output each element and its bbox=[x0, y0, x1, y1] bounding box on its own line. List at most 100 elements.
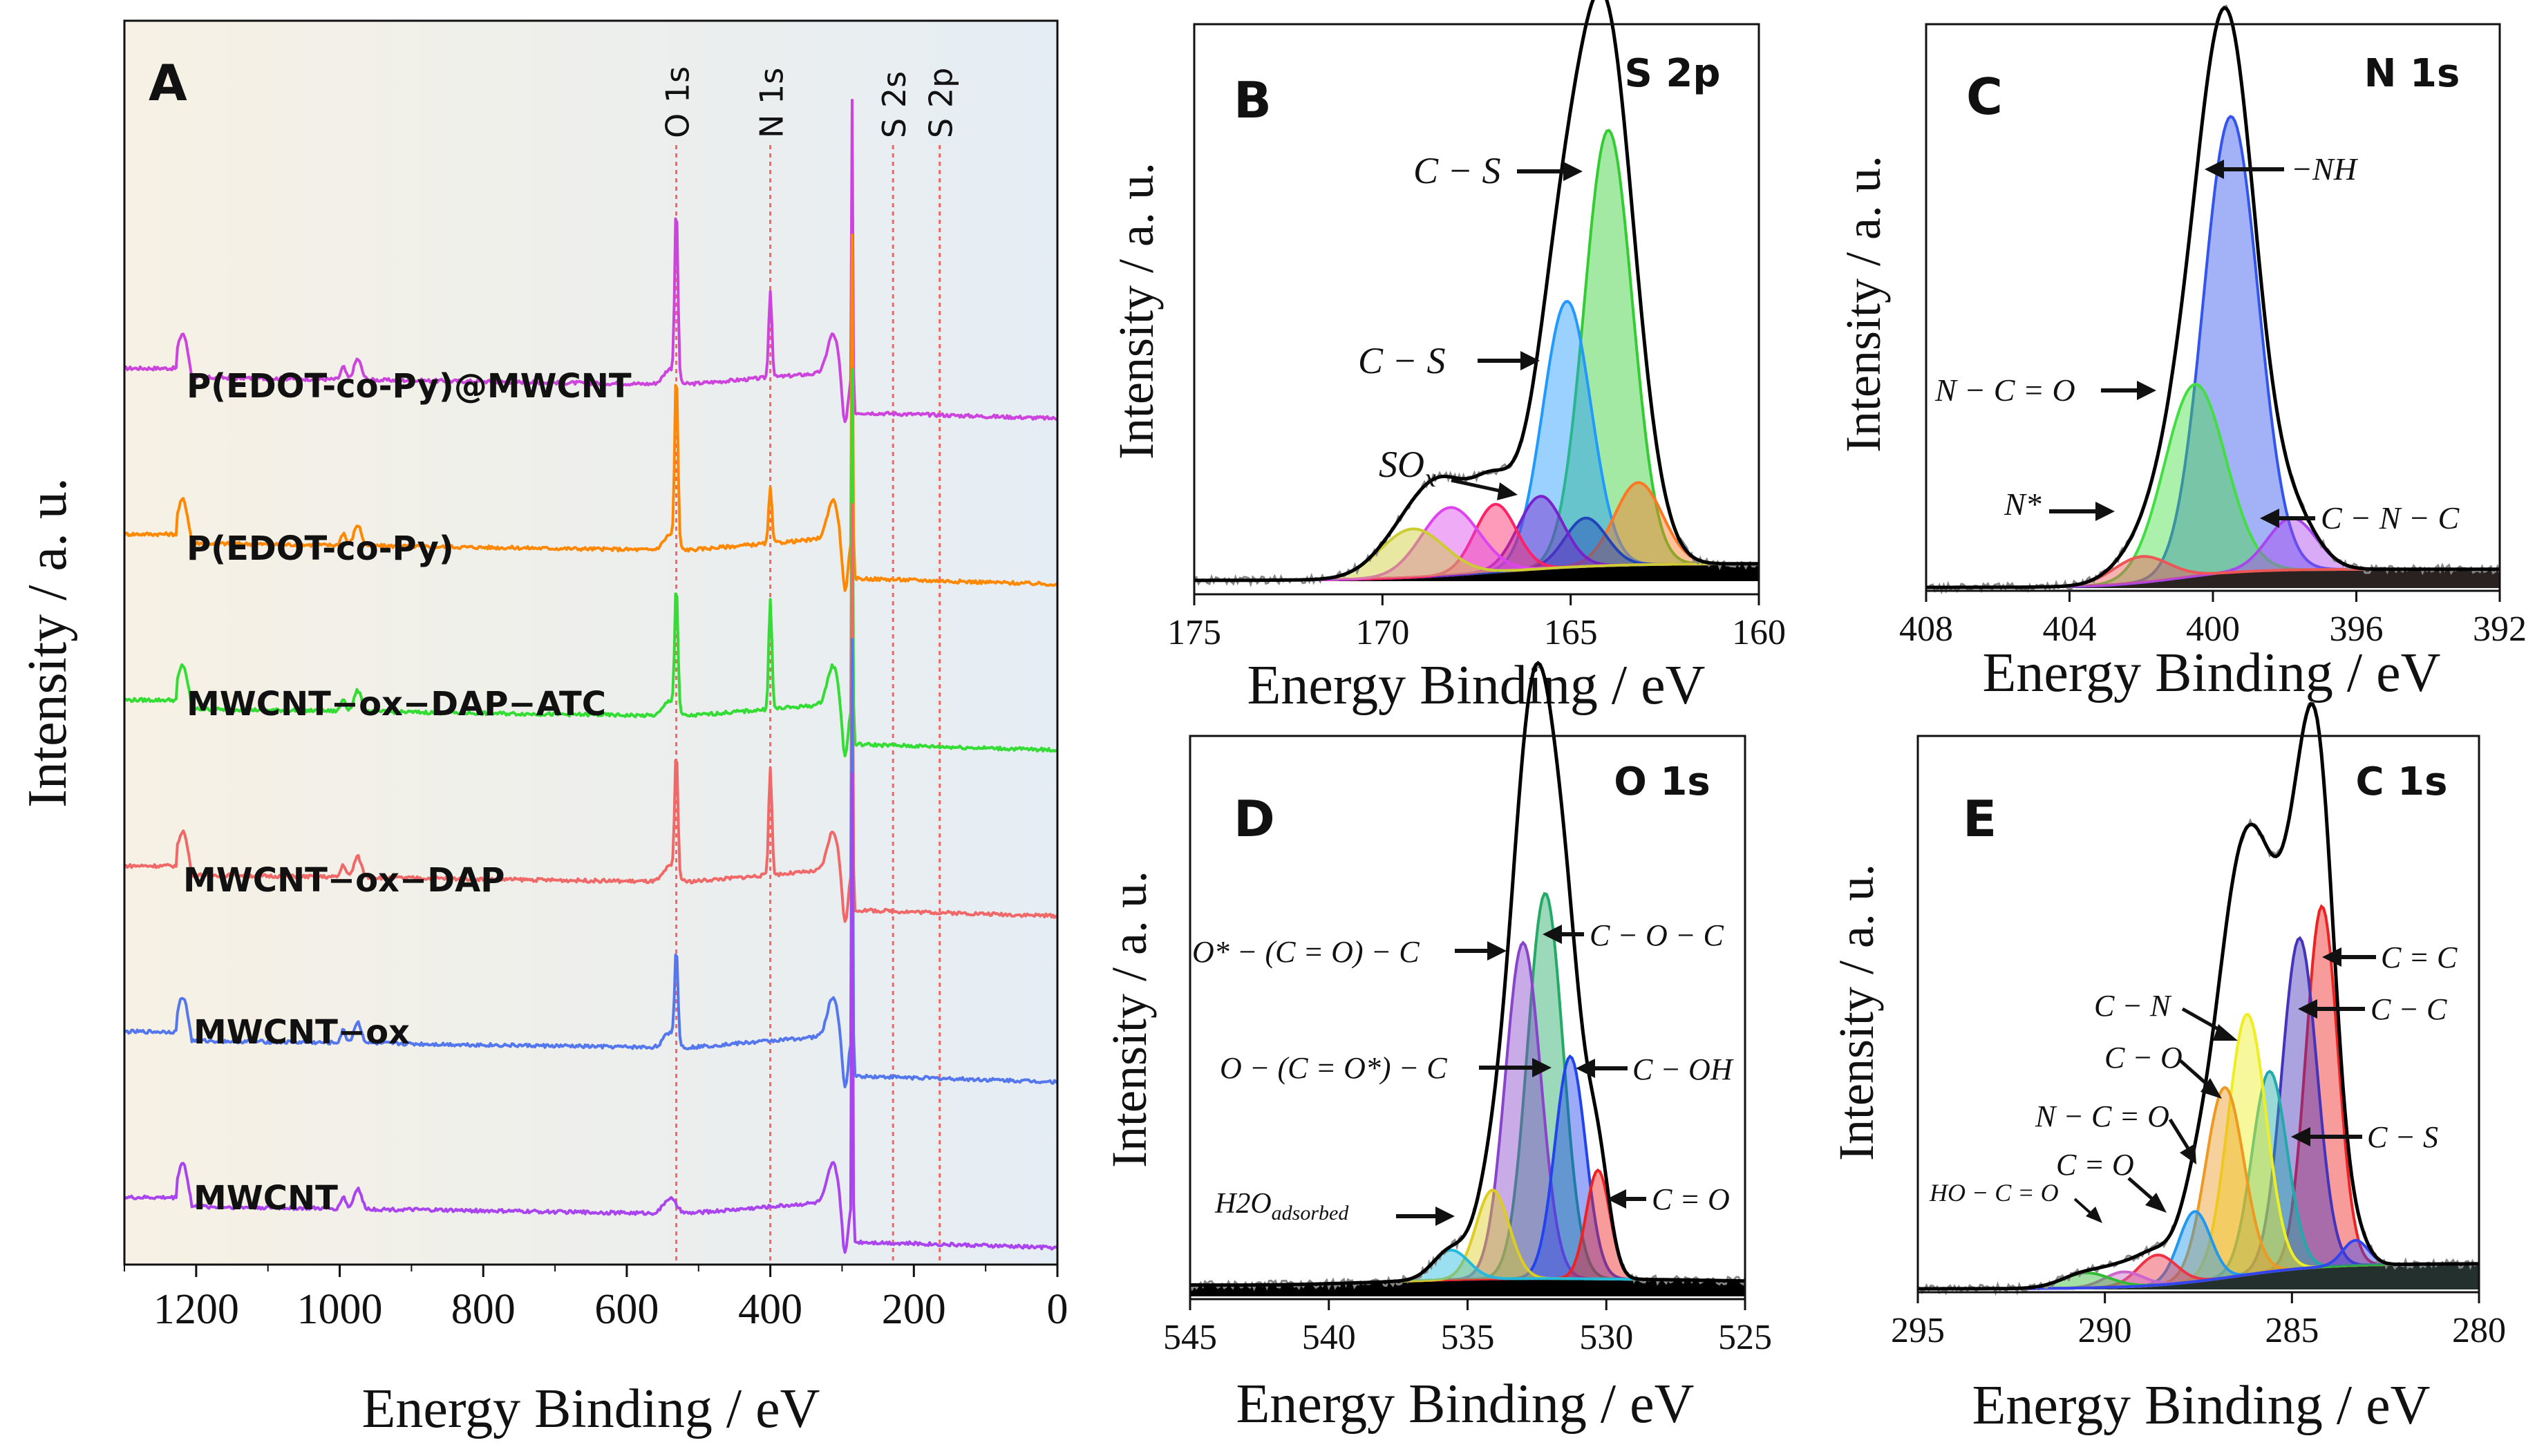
panel-b-annotations: C − S C − S SOx bbox=[1358, 150, 1583, 500]
xps-component-fill bbox=[1190, 1250, 1745, 1285]
panel-d-xlabel: Energy Binding / eV bbox=[1236, 1374, 1695, 1435]
e-ann-cn-arrowhead bbox=[2213, 1024, 2238, 1041]
panel-d: 545 540 535 530 525 D O 1s Energy Binding / … bbox=[1102, 661, 1772, 1435]
panel-b-plot bbox=[1194, 0, 1760, 588]
d-ann-coc: C − O − C bbox=[1590, 918, 1724, 952]
xps-x-tick-label: 396 bbox=[2330, 609, 2384, 649]
a-x-tick-label: 400 bbox=[738, 1286, 802, 1333]
panel-d-title: O 1s bbox=[1614, 759, 1710, 804]
a-series-label: MWCNT bbox=[194, 1179, 338, 1218]
panel-e-plot bbox=[1917, 701, 2480, 1296]
xps-x-tick-label: 400 bbox=[2186, 609, 2240, 649]
xps-envelope bbox=[1918, 702, 2479, 1291]
xps-x-tick-label: 280 bbox=[2452, 1311, 2506, 1350]
panel-c-x-ticks: 408 404 400 396 392 bbox=[1899, 591, 2526, 649]
d-ann-ostar2: O − (C = O*) − C bbox=[1220, 1051, 1447, 1085]
d-ann-ostar1: O* − (C = O) − C bbox=[1192, 935, 1420, 969]
xps-x-tick-label: 530 bbox=[1579, 1318, 1633, 1357]
panel-d-letter: D bbox=[1234, 790, 1275, 848]
panel-e: 295 290 285 280 E C 1s Energy Binding / eV … bbox=[1829, 701, 2506, 1436]
a-peak-marker-label: N 1s bbox=[753, 68, 791, 138]
a-series-label: P(EDOT-co-Py)@MWCNT bbox=[187, 367, 632, 406]
c-ann-nco: N − C = O bbox=[1934, 372, 2075, 408]
xps-x-tick-label: 165 bbox=[1544, 613, 1598, 652]
d-ann-h2o-arrowhead bbox=[1435, 1207, 1455, 1226]
b-ann-sox-sub: x bbox=[1424, 464, 1436, 493]
a-series-line bbox=[123, 638, 1059, 1088]
xps-component-fill bbox=[1194, 130, 1759, 580]
panel-c-ylabel: Intensity / a. u. bbox=[1836, 155, 1891, 453]
d-ann-co-arrowhead bbox=[1607, 1189, 1626, 1209]
c-ann-nh: −NH bbox=[2291, 151, 2359, 187]
panel-e-frame bbox=[1916, 735, 2480, 1294]
panel-c-annotations: −NH N − C = O N* C − N − C bbox=[1934, 151, 2460, 536]
xps-x-tick-label: 295 bbox=[1891, 1311, 1945, 1350]
c-ann-nstar-arrowhead bbox=[2095, 502, 2115, 521]
d-ann-h2o: H2Oadsorbed bbox=[1214, 1188, 1349, 1225]
panel-a-frame bbox=[123, 19, 1059, 1266]
a-x-tick-label: 800 bbox=[451, 1286, 516, 1333]
xps-x-tick-label: 404 bbox=[2043, 609, 2097, 649]
b-ann-cs-1: C − S bbox=[1413, 150, 1500, 191]
xps-x-tick-label: 545 bbox=[1163, 1318, 1217, 1357]
xps-x-tick-label: 160 bbox=[1732, 613, 1786, 652]
panel-c-letter: C bbox=[1966, 68, 2003, 126]
a-peak-marker-label: O 1s bbox=[659, 66, 697, 138]
a-x-tick-label: 1000 bbox=[297, 1286, 383, 1333]
e-ann-cc-double-arrowhead bbox=[2322, 947, 2341, 967]
e-ann-nco: N − C = O bbox=[2035, 1099, 2169, 1133]
a-x-tick-label: 200 bbox=[882, 1286, 946, 1333]
xps-envelope bbox=[1926, 6, 2500, 589]
e-ann-co-double-arrowhead bbox=[2145, 1193, 2167, 1213]
a-peak-marker-label: S 2s bbox=[876, 71, 913, 138]
panel-d-annotations: C − O − C O* − (C = O) − C O − (C = O*) … bbox=[1192, 918, 1734, 1226]
e-ann-cn: C − N bbox=[2094, 989, 2172, 1023]
a-series-line bbox=[124, 99, 1058, 424]
a-x-tick-label: 1200 bbox=[153, 1286, 239, 1333]
panel-e-x-ticks: 295 290 285 280 bbox=[1891, 1292, 2506, 1350]
xps-x-tick-label: 285 bbox=[2265, 1311, 2319, 1350]
a-series-line bbox=[123, 773, 1058, 1254]
panel-a-series-labels: P(EDOT-co-Py)@MWCNT P(EDOT-co-Py) MWCNT−ox… bbox=[183, 367, 632, 1218]
panel-a-series bbox=[123, 99, 1059, 1254]
panel-a-ylabel: Intensity / a. u. bbox=[17, 478, 78, 808]
b-ann-sox: SOx bbox=[1379, 444, 1436, 493]
b-ann-cs-2: C − S bbox=[1358, 340, 1445, 381]
a-series-label: MWCNT−ox bbox=[194, 1013, 410, 1052]
e-ann-cs-arrowhead bbox=[2291, 1127, 2310, 1146]
panel-b-xlabel: Energy Binding / eV bbox=[1247, 655, 1706, 716]
panel-b-frame bbox=[1193, 23, 1760, 596]
panel-c-title: N 1s bbox=[2364, 51, 2460, 96]
d-ann-ostar1-arrowhead bbox=[1487, 941, 1507, 961]
panel-d-ylabel: Intensity / a. u. bbox=[1102, 871, 1157, 1168]
e-ann-cc-single-arrowhead bbox=[2298, 999, 2317, 1019]
a-peak-marker-label: S 2p bbox=[923, 68, 960, 138]
panel-c-xlabel: Energy Binding / eV bbox=[1983, 643, 2441, 703]
a-series-label: P(EDOT-co-Py) bbox=[187, 529, 454, 568]
c-ann-cnc-arrowhead bbox=[2260, 509, 2279, 528]
b-ann-sox-main: SO bbox=[1379, 444, 1424, 485]
e-ann-cc-double: C = C bbox=[2381, 940, 2458, 974]
panel-e-title: C 1s bbox=[2356, 759, 2448, 804]
d-ann-ostar2-arrowhead bbox=[1532, 1058, 1552, 1077]
xps-component-fill bbox=[1194, 482, 1759, 580]
b-ann-cs-1-arrowhead bbox=[1563, 162, 1583, 181]
e-ann-co-arrowhead bbox=[2200, 1078, 2222, 1099]
d-ann-coc-arrowhead bbox=[1543, 925, 1562, 944]
panel-a-background bbox=[124, 21, 1057, 1265]
xps-component-fill bbox=[1918, 1087, 2479, 1289]
d-ann-h2o-main: H2O bbox=[1214, 1188, 1272, 1220]
xps-component-fill bbox=[1190, 943, 1745, 1285]
e-ann-nco-arrow bbox=[2168, 1118, 2192, 1152]
c-ann-nh-arrowhead bbox=[2205, 160, 2224, 179]
xps-x-tick-label: 170 bbox=[1355, 613, 1409, 652]
a-series-line bbox=[123, 368, 1058, 757]
xps-component-fill bbox=[1926, 116, 2500, 588]
c-ann-nstar: N* bbox=[2004, 486, 2042, 522]
c-ann-nco-arrowhead bbox=[2137, 381, 2156, 400]
xps-component-line bbox=[1190, 940, 1746, 1287]
e-ann-cs: C − S bbox=[2367, 1120, 2438, 1154]
b-ann-cs-2-arrowhead bbox=[1520, 351, 1540, 370]
xps-component-fill bbox=[1194, 504, 1759, 580]
d-ann-coh-arrowhead bbox=[1576, 1059, 1595, 1078]
